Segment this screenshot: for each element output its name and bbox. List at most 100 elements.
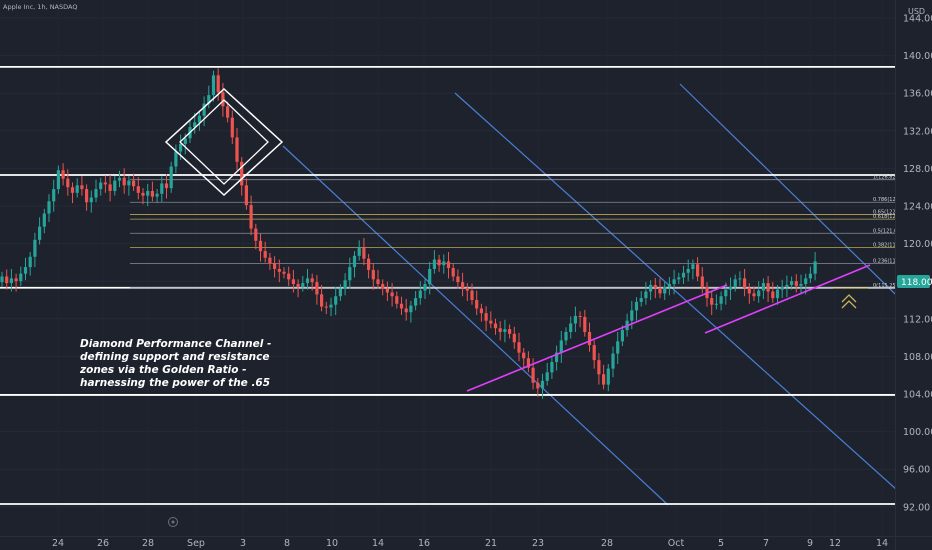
candle-body [738, 278, 742, 280]
candle-body [80, 185, 84, 190]
y-tick-label: 136.00 [903, 89, 932, 100]
candle-body [606, 368, 610, 385]
candle-body [757, 290, 761, 297]
candle-body [522, 352, 526, 359]
candle-body [658, 287, 662, 294]
y-tick-label: 140.00 [903, 51, 932, 62]
candle-body [169, 166, 173, 189]
candle-body [70, 187, 75, 193]
candle-body [545, 372, 549, 381]
fib-level-label: 0.618(122.5) [873, 214, 906, 220]
candle-body [164, 183, 169, 189]
candle-body [465, 287, 469, 291]
candle-body [244, 185, 248, 206]
x-tick-label: 5 [718, 538, 724, 549]
candle-body [813, 261, 817, 274]
candle-body [362, 247, 366, 259]
fib-level-label: 0.5(121.08) [873, 228, 902, 234]
trend-line [704, 264, 871, 334]
candle-body [512, 333, 516, 343]
candle-body [517, 342, 521, 353]
candle-body [19, 273, 23, 282]
candle-body [42, 213, 46, 227]
candle-body [28, 256, 32, 268]
candle-body [724, 289, 728, 297]
y-axis-unit: USD [908, 7, 925, 16]
candle-body [381, 284, 385, 289]
candle-body [761, 283, 765, 291]
candle-body [61, 170, 65, 179]
candle-body [611, 353, 615, 369]
candle-body [592, 345, 596, 361]
y-tick-label: 120.00 [903, 239, 932, 250]
candle-body [334, 296, 338, 305]
candle-body [771, 291, 775, 299]
candle-body [338, 288, 342, 297]
candle-body [663, 286, 667, 294]
fib-level-label: 0.65(122.8) [873, 209, 902, 215]
candle-body [428, 268, 432, 285]
candle-body [207, 95, 211, 104]
candle-body [743, 278, 747, 288]
candle-body [456, 276, 460, 283]
candle-body [808, 273, 812, 279]
candle-body [620, 330, 624, 342]
candle-body [56, 170, 60, 190]
candle-body [183, 138, 187, 144]
candle-body [630, 310, 634, 321]
x-tick-label: 24 [52, 538, 64, 549]
candle-body [258, 240, 263, 252]
candle-body [728, 286, 733, 290]
x-tick-label: 3 [240, 538, 246, 549]
candle-body [103, 182, 107, 185]
channel-line [679, 83, 932, 331]
candle-body [0, 276, 4, 283]
candle-body [498, 328, 502, 332]
candle-body [602, 374, 606, 385]
x-axis-marker-icon[interactable] [168, 517, 178, 527]
candle-body [493, 323, 498, 329]
annotation-line-2: defining support and resistance [80, 351, 270, 363]
x-tick-label: Sep [187, 538, 205, 549]
candle-body [85, 189, 89, 203]
candle-body [752, 293, 756, 297]
candle-body [174, 151, 178, 167]
candle-body [564, 331, 568, 341]
chevron-up-icon[interactable] [841, 294, 857, 309]
candle-body [653, 284, 657, 288]
x-tick-label: 21 [485, 538, 497, 549]
candle-body [616, 341, 620, 354]
candle-body [733, 279, 737, 287]
candle-body [686, 268, 690, 273]
fib-level-label: 0.236(117.9) [873, 258, 906, 264]
candle-body [202, 103, 206, 116]
candle-body [179, 143, 183, 152]
candle-body [409, 305, 413, 313]
candle-body [484, 313, 488, 321]
candle-body [117, 177, 122, 181]
symbol-title: Apple Inc, 1h, NASDAQ [3, 3, 77, 11]
fib-level-label: 0.382(119.6) [873, 242, 906, 248]
candle-body [681, 272, 686, 278]
channel-line [454, 92, 898, 491]
candle-body [719, 296, 723, 304]
y-tick-label: 144.00 [903, 14, 932, 25]
candle-body [794, 281, 798, 286]
candle-body [301, 283, 305, 287]
candle-body [569, 323, 573, 332]
candle-body [122, 177, 126, 186]
candle-body [287, 273, 291, 280]
candle-body [324, 306, 328, 308]
x-tick-label: 8 [284, 538, 290, 549]
current-price-label: 118.00 [901, 278, 932, 288]
candle-body [136, 186, 140, 193]
candle-body [451, 268, 455, 277]
candle-body [583, 316, 587, 332]
candle-body [141, 192, 145, 196]
candle-body [291, 279, 295, 285]
candle-body [479, 308, 483, 314]
candle-body [343, 280, 347, 289]
candle-body [597, 360, 601, 375]
y-tick-label: 104.00 [903, 390, 932, 401]
